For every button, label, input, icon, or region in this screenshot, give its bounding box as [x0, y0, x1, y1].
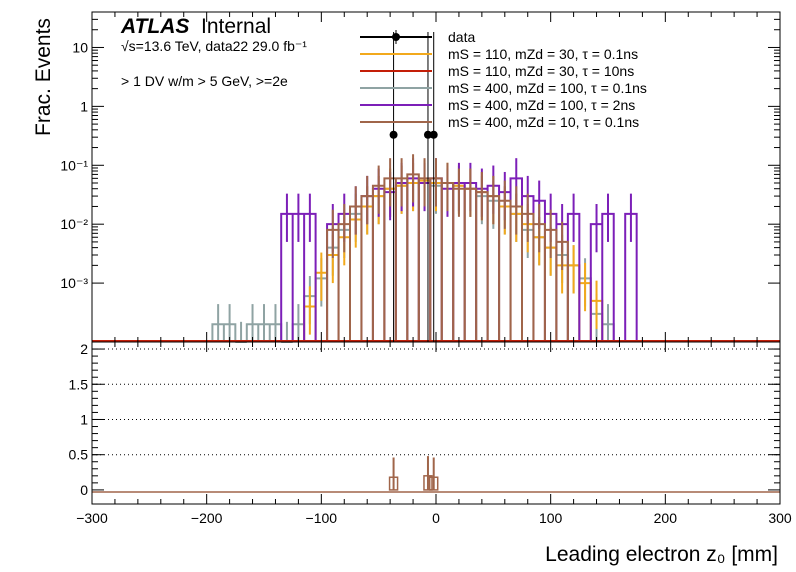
x-axis-label: Leading electron z₀ [mm]: [545, 543, 778, 566]
x-tick-label: 200: [654, 510, 678, 526]
main-x-ticks: [91, 12, 781, 342]
ratio-points: [388, 456, 439, 491]
selection-text: > 1 DV w/m > 5 GeV, >=2e: [121, 73, 288, 89]
legend-entry-label: data: [448, 29, 475, 45]
x-tick-label: 0: [432, 510, 440, 526]
x-tick-label: −200: [191, 510, 223, 526]
main-y-tick-label: 10⁻²: [60, 216, 88, 232]
main-y-axis: 10⁻³ 10⁻² 10⁻¹ 1 10: [60, 11, 780, 291]
x-tick-label: 300: [768, 510, 792, 526]
atlas-header: ATLAS Internal √s=13.6 TeV, data22 29.0 …: [120, 15, 307, 89]
x-tick-label: −100: [306, 510, 338, 526]
ratio-bin-box: [428, 476, 439, 491]
ratio-y-tick-label: 1.5: [69, 376, 89, 392]
main-data-points: [389, 32, 438, 342]
legend-entry-label: mS = 400, mZd = 10, τ = 0.1ns: [448, 114, 639, 130]
ratio-y-tick-label: 1: [80, 411, 88, 427]
main-y-tick-label: 10: [72, 39, 88, 55]
data-point: [389, 130, 398, 139]
ratio-y-axis: 0 0.5 1 1.5 2: [69, 341, 780, 498]
main-y-tick-label: 10⁻¹: [60, 157, 88, 173]
ratio-bin-box: [388, 476, 399, 491]
energy-lumi-text: √s=13.6 TeV, data22 29.0 fb⁻¹: [121, 38, 307, 54]
main-y-axis-label: Frac. Events: [32, 18, 55, 136]
legend-swatch-dot: [392, 33, 400, 41]
ratio-x-axis: −300 −200 −100 0 100 200 300: [76, 342, 792, 526]
ratio-panel: 0 0.5 1 1.5 2 −300 −200 −100 0 100 200 300 Leading…: [69, 341, 792, 566]
data-point: [423, 130, 432, 139]
ratio-y-tick-label: 2: [80, 341, 88, 357]
x-tick-label: −300: [76, 510, 108, 526]
ratio-y-tick-label: 0: [80, 482, 88, 498]
data-point: [429, 130, 438, 139]
legend-entry-label: mS = 110, mZd = 30, τ = 0.1ns: [448, 46, 638, 62]
main-curves: [92, 154, 780, 343]
ratio-bin-box: [423, 475, 433, 491]
main-y-tick-label: 1: [80, 98, 88, 114]
main-y-tick-label: 10⁻³: [60, 275, 88, 291]
ratio-y-tick-label: 0.5: [69, 447, 89, 463]
legend-entry-label: mS = 400, mZd = 100, τ = 2ns: [448, 97, 635, 113]
x-tick-label: 100: [539, 510, 563, 526]
legend-entry-label: mS = 110, mZd = 30, τ = 10ns: [448, 63, 634, 79]
main-panel: 10⁻³ 10⁻² 10⁻¹ 1 10 Frac. Events ATLAS Inter…: [32, 11, 781, 343]
legend-entry-label: mS = 400, mZd = 100, τ = 0.1ns: [448, 80, 647, 96]
atlas-status-text: Internal: [201, 15, 271, 38]
atlas-logo-text: ATLAS: [120, 15, 189, 38]
